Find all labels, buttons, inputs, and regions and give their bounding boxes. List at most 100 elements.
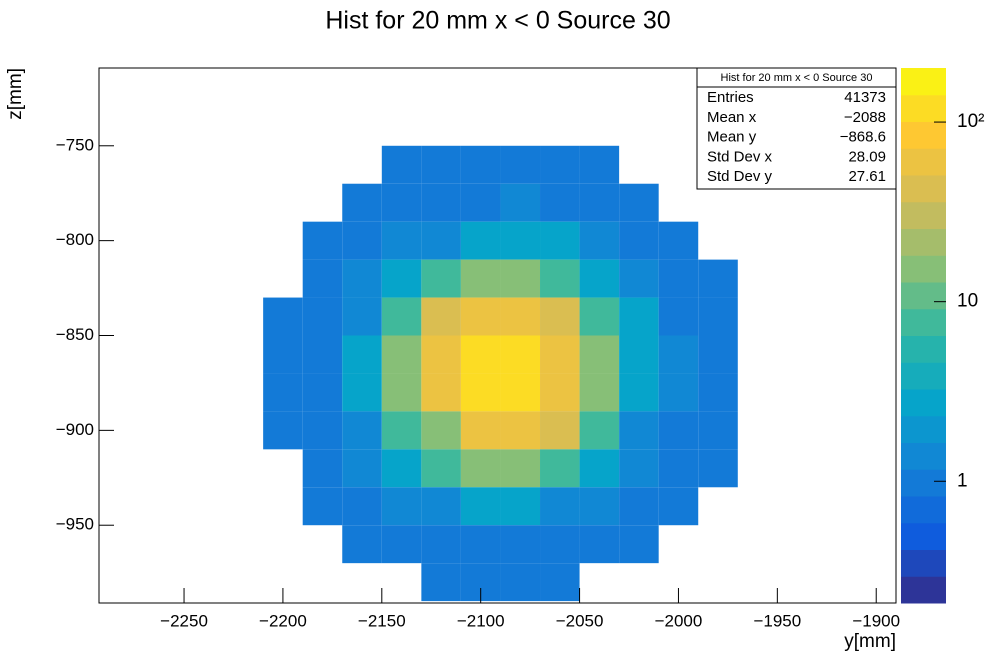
- cell: [460, 221, 501, 260]
- cell: [263, 297, 303, 336]
- cell: [619, 525, 659, 564]
- stats-label: Std Dev y: [707, 168, 773, 185]
- colorbar-band: [901, 308, 946, 336]
- cell: [619, 335, 659, 374]
- cell: [421, 449, 461, 488]
- colorbar-band: [901, 576, 946, 604]
- cell: [421, 221, 461, 260]
- cell: [579, 449, 620, 488]
- colorbar-band: [901, 389, 946, 417]
- cell: [381, 335, 422, 374]
- cell: [342, 297, 382, 336]
- cell: [619, 373, 659, 412]
- stats-value: 28.09: [848, 148, 886, 165]
- cell: [342, 449, 382, 488]
- cell: [579, 183, 620, 222]
- colorbar-band: [901, 442, 946, 470]
- cell: [540, 145, 580, 184]
- cell: [500, 525, 541, 564]
- cell: [381, 373, 422, 412]
- cell: [342, 487, 382, 526]
- cell: [658, 487, 699, 526]
- cell: [381, 449, 422, 488]
- stats-box: [696, 67, 897, 190]
- colorbar-band: [901, 335, 946, 363]
- cell: [421, 335, 461, 374]
- cell: [421, 183, 461, 222]
- cell: [421, 411, 461, 450]
- cell: [342, 411, 382, 450]
- x-tick-label: −2100: [457, 611, 505, 630]
- x-axis-label: y[mm]: [844, 631, 896, 652]
- cell: [540, 221, 580, 260]
- cell: [460, 297, 501, 336]
- cell: [421, 373, 461, 412]
- y-tick-label: −750: [56, 135, 94, 154]
- stats-value: 27.61: [848, 168, 886, 185]
- cell: [500, 449, 541, 488]
- colorbar-band: [901, 282, 946, 310]
- cell: [619, 411, 659, 450]
- x-tick-label: −2200: [259, 611, 307, 630]
- cell: [658, 373, 699, 412]
- cell: [698, 259, 738, 298]
- cell: [619, 259, 659, 298]
- cell: [302, 221, 343, 260]
- cell: [342, 373, 382, 412]
- cell: [263, 335, 303, 374]
- cell: [263, 373, 303, 412]
- cell: [460, 449, 501, 488]
- colorbar-band: [901, 255, 946, 283]
- stats-value: −868.6: [840, 129, 886, 146]
- cell: [619, 297, 659, 336]
- cell: [460, 411, 501, 450]
- cell: [381, 487, 422, 526]
- cell: [540, 563, 580, 602]
- cell: [263, 411, 303, 450]
- cell: [302, 411, 343, 450]
- x-tick-label: −2150: [358, 611, 406, 630]
- cell: [579, 259, 620, 298]
- cell: [698, 297, 738, 336]
- cell: [579, 487, 620, 526]
- cell: [421, 563, 461, 602]
- colorbar-band: [901, 148, 946, 176]
- cell: [619, 487, 659, 526]
- cell: [302, 335, 343, 374]
- cell: [342, 183, 382, 222]
- z-tick-label: 10²: [957, 111, 984, 132]
- stats-label: Mean y: [707, 129, 757, 146]
- colorbar-band: [901, 522, 946, 550]
- cell: [698, 449, 738, 488]
- cell: [698, 411, 738, 450]
- cell: [302, 449, 343, 488]
- cell: [500, 487, 541, 526]
- cell: [421, 487, 461, 526]
- y-tick-label: −900: [56, 420, 94, 439]
- y-tick-label: −800: [56, 230, 94, 249]
- colorbar-band: [901, 549, 946, 577]
- cell: [579, 373, 620, 412]
- cell: [619, 183, 659, 222]
- cell: [460, 487, 501, 526]
- cell: [698, 335, 738, 374]
- cell: [381, 525, 422, 564]
- stats-value: 41373: [844, 89, 886, 106]
- cell: [302, 259, 343, 298]
- cell: [460, 525, 501, 564]
- cell: [381, 183, 422, 222]
- colorbar-band: [901, 68, 946, 96]
- cell: [658, 411, 699, 450]
- x-tick-label: −2250: [160, 611, 208, 630]
- colorbar-band: [901, 175, 946, 203]
- chart-title: Hist for 20 mm x < 0 Source 30: [325, 7, 670, 35]
- stats-label: Entries: [707, 89, 754, 106]
- cell: [460, 259, 501, 298]
- cell: [381, 145, 422, 184]
- cell: [540, 373, 580, 412]
- cell: [302, 373, 343, 412]
- cell: [540, 449, 580, 488]
- cell: [540, 335, 580, 374]
- cell: [579, 145, 620, 184]
